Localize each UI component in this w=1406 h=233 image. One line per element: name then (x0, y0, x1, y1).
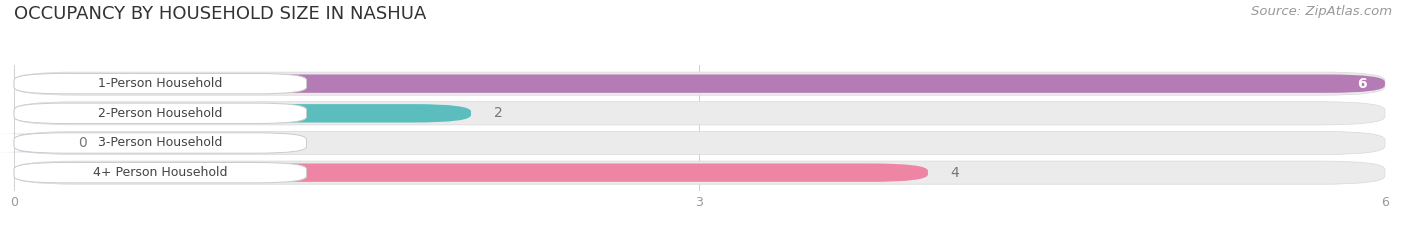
Text: 2: 2 (494, 106, 502, 120)
FancyBboxPatch shape (14, 162, 307, 183)
Text: 4: 4 (950, 166, 959, 180)
Text: Source: ZipAtlas.com: Source: ZipAtlas.com (1251, 5, 1392, 18)
Text: 6: 6 (1357, 77, 1367, 91)
FancyBboxPatch shape (0, 134, 72, 152)
Text: OCCUPANCY BY HOUSEHOLD SIZE IN NASHUA: OCCUPANCY BY HOUSEHOLD SIZE IN NASHUA (14, 5, 426, 23)
FancyBboxPatch shape (14, 133, 307, 153)
FancyBboxPatch shape (14, 103, 307, 123)
FancyBboxPatch shape (14, 161, 1385, 184)
FancyBboxPatch shape (14, 74, 1385, 93)
FancyBboxPatch shape (14, 131, 1385, 154)
FancyBboxPatch shape (14, 164, 928, 182)
Text: 2-Person Household: 2-Person Household (98, 107, 222, 120)
Text: 4+ Person Household: 4+ Person Household (93, 166, 228, 179)
FancyBboxPatch shape (14, 104, 471, 123)
Text: 3-Person Household: 3-Person Household (98, 137, 222, 150)
Text: 0: 0 (79, 136, 87, 150)
Text: 1-Person Household: 1-Person Household (98, 77, 222, 90)
FancyBboxPatch shape (14, 73, 307, 94)
FancyBboxPatch shape (14, 102, 1385, 125)
FancyBboxPatch shape (14, 72, 1385, 95)
